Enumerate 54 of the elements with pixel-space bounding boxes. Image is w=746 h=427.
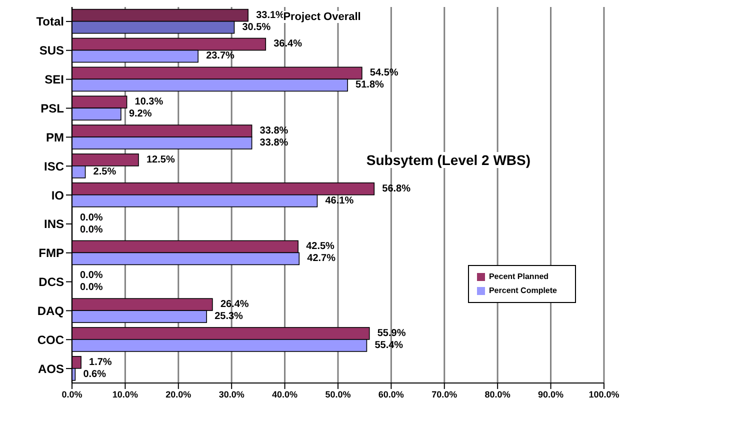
x-tick-label: 20.0% [166, 389, 192, 400]
data-label: 56.8% [382, 183, 411, 194]
y-tick-label: DAQ [37, 304, 64, 318]
x-tick-label: 80.0% [484, 389, 510, 400]
data-label: 0.0% [80, 212, 103, 224]
y-tick-label: SUS [39, 44, 64, 58]
y-tick-label: IO [51, 188, 64, 202]
y-tick-label: AOS [38, 362, 64, 376]
legend-label: Percent Complete [488, 286, 557, 295]
data-label: 33.1% [256, 10, 285, 21]
data-label: 42.7% [307, 253, 336, 264]
data-label: 23.7% [206, 50, 235, 62]
x-tick-label: 70.0% [432, 389, 458, 400]
x-tick-label: 100.0% [588, 389, 620, 400]
y-tick-label: ISC [44, 159, 64, 174]
legend-label: Pecent Planned [488, 272, 549, 281]
y-tick-label: FMP [38, 246, 64, 260]
x-tick-label: 90.0% [538, 389, 564, 400]
data-label: 25.3% [214, 311, 244, 322]
data-label: 9.2% [128, 108, 152, 120]
annotation: Subsytem (Level 2 WBS) [366, 152, 531, 168]
data-label: 46.1% [325, 195, 354, 206]
y-tick-label: SEI [44, 72, 64, 87]
x-tick-label: 30.0% [218, 389, 244, 400]
y-tick-label: PM [46, 130, 64, 144]
data-label: 54.5% [370, 68, 398, 79]
data-label: 2.5% [93, 166, 116, 178]
data-label: 33.8% [260, 126, 288, 137]
x-tick-label: 50.0% [325, 389, 351, 400]
data-label: 0.6% [83, 368, 106, 380]
data-label: 10.3% [134, 96, 164, 108]
y-tick-label: COC [37, 332, 64, 347]
y-tick-label: DCS [38, 275, 64, 290]
x-tick-label: 40.0% [272, 389, 298, 400]
data-label: 12.5% [146, 154, 175, 166]
data-label: 33.8% [260, 138, 288, 149]
y-tick-label: INS [44, 217, 64, 232]
x-tick-label: 0.0% [62, 389, 82, 400]
y-tick-label: PSL [40, 101, 64, 116]
data-label: 1.7% [89, 356, 112, 368]
data-label: 0.0% [80, 270, 103, 282]
data-label: 30.5% [242, 22, 271, 33]
data-label: 42.5% [306, 241, 335, 252]
x-tick-label: 60.0% [378, 389, 404, 400]
annotation: Project Overall [283, 11, 361, 23]
data-label: 55.9% [377, 328, 406, 339]
data-label: 26.4% [220, 299, 249, 310]
data-label: 51.8% [356, 80, 384, 91]
data-label: 36.4% [274, 38, 302, 50]
data-label: 55.4% [374, 340, 404, 351]
data-label: 0.0% [80, 224, 103, 236]
data-label: 0.0% [80, 282, 103, 294]
x-tick-label: 10.0% [112, 389, 138, 400]
y-tick-label: Total [36, 14, 64, 29]
